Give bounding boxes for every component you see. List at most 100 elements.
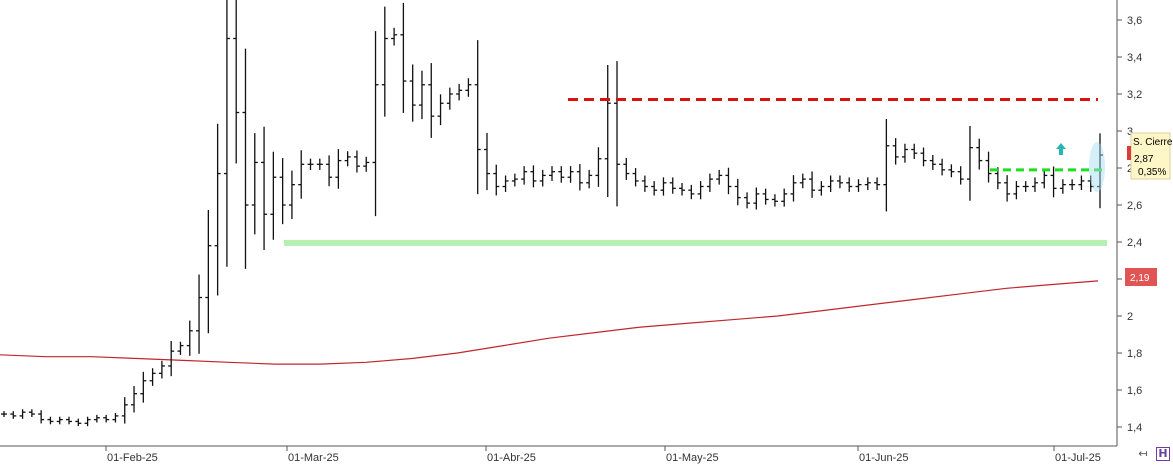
- price-bar: [446, 87, 453, 110]
- price-bar: [716, 169, 723, 185]
- price-bar: [809, 171, 816, 198]
- price-bar: [149, 368, 156, 386]
- price-bar: [112, 412, 119, 423]
- price-bar: [335, 149, 342, 189]
- price-bar: [10, 411, 17, 419]
- y-tick-label: 1,6: [1127, 385, 1142, 397]
- price-bar: [762, 188, 769, 205]
- x-axis: 01-Feb-25 01-Mar-25 01-Abr-25 01-May-25 01-J…: [105, 446, 1101, 464]
- y-tick-label: 1,8: [1127, 348, 1142, 360]
- price-bar: [251, 133, 258, 235]
- price-bar: [976, 138, 983, 170]
- price-bar: [1004, 175, 1011, 202]
- price-bar: [196, 274, 203, 354]
- price-bar: [576, 164, 583, 191]
- y-tick-label: 2,4: [1127, 237, 1142, 249]
- price-bar: [344, 151, 351, 167]
- x-tick-label: 01-Jul-25: [1055, 452, 1101, 464]
- price-bar: [799, 173, 806, 189]
- price-bar: [56, 416, 63, 425]
- price-bar: [66, 416, 73, 425]
- price-bar: [957, 166, 964, 185]
- price-bar: [846, 177, 853, 192]
- price-bar: [911, 143, 918, 159]
- price-bar: [428, 63, 435, 138]
- price-bar: [771, 194, 778, 207]
- price-bar: [270, 151, 277, 240]
- price-bar: [456, 83, 463, 101]
- price-bar: [855, 179, 862, 192]
- y-tick-label: 3,6: [1127, 15, 1142, 27]
- price-bar: [168, 340, 175, 377]
- price-bar: [744, 192, 751, 209]
- price-bar: [214, 123, 221, 296]
- price-bar: [93, 414, 100, 423]
- price-bar: [948, 164, 955, 178]
- price-bar: [1059, 179, 1066, 194]
- price-bar: [660, 177, 667, 196]
- price-bar: [186, 320, 193, 356]
- price-bar: [614, 61, 621, 207]
- price-bar: [985, 151, 992, 183]
- close-change: 0,35%: [1138, 167, 1166, 178]
- price-bar: [298, 150, 305, 199]
- price-bar: [929, 154, 936, 170]
- price-bar: [75, 418, 82, 427]
- support-line: [284, 239, 1107, 246]
- price-bar: [725, 167, 732, 195]
- price-bar: [1031, 177, 1038, 192]
- price-bar: [604, 64, 611, 198]
- price-bar: [242, 48, 249, 269]
- price-bar: [864, 177, 871, 191]
- price-bar: [511, 173, 518, 187]
- price-bar: [391, 27, 398, 46]
- x-tick-label: 01-Abr-25: [487, 452, 536, 464]
- price-bar: [1087, 175, 1094, 192]
- price-bar: [892, 138, 899, 165]
- x-tick-label: 01-Feb-25: [107, 452, 158, 464]
- price-bar: [939, 158, 946, 176]
- y-tick-label: 3,2: [1127, 89, 1142, 101]
- x-tick-label: 01-May-25: [666, 452, 719, 464]
- price-bar: [753, 187, 760, 210]
- back-icon[interactable]: ↤: [1138, 447, 1148, 460]
- price-bar: [279, 158, 286, 225]
- y-tick-label: 3: [1127, 126, 1133, 138]
- price-bar: [836, 175, 843, 189]
- save-icon[interactable]: H: [1156, 447, 1170, 461]
- price-bar: [706, 173, 713, 192]
- price-bar: [539, 169, 546, 187]
- price-bar: [483, 132, 490, 191]
- price-bar: [595, 147, 602, 187]
- price-bar: [465, 78, 472, 97]
- price-bar: [679, 182, 686, 196]
- price-bar: [316, 158, 323, 170]
- price-bar: [790, 175, 797, 202]
- price-bar: [669, 177, 676, 194]
- up-arrow-icon: [1056, 143, 1066, 155]
- price-bar: [1050, 166, 1057, 198]
- price-bar: [530, 165, 537, 188]
- price-bar: [493, 164, 500, 196]
- price-bar: [140, 371, 147, 403]
- price-bar: [502, 175, 509, 192]
- price-bar: [641, 175, 648, 192]
- price-bar: [38, 410, 45, 424]
- price-bar: [558, 166, 565, 183]
- price-bar: [84, 416, 91, 427]
- price-bar: [121, 397, 128, 424]
- price-bar: [901, 143, 908, 163]
- price-bar: [28, 409, 35, 417]
- price-bar: [1041, 169, 1048, 189]
- price-bar: [920, 147, 927, 167]
- price-bar: [326, 155, 333, 187]
- price-bar: [1069, 179, 1076, 191]
- moving-average-line: [0, 280, 1099, 365]
- close-value: 2,87: [1134, 154, 1154, 165]
- price-bar: [827, 175, 834, 192]
- price-bar: [223, 0, 230, 267]
- price-bar: [400, 2, 407, 113]
- price-bar: [409, 64, 416, 122]
- price-bar: [437, 94, 444, 126]
- y-tick-label: 3,4: [1127, 52, 1142, 64]
